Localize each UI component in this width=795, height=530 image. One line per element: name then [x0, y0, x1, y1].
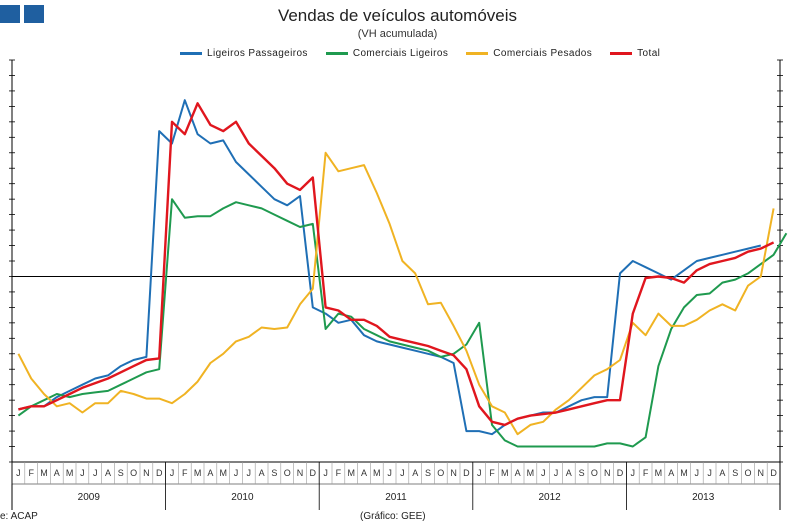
month-label: A: [719, 468, 725, 478]
series-line-2: [17, 198, 788, 448]
month-label: D: [770, 468, 777, 478]
month-label: M: [655, 468, 663, 478]
month-label: S: [732, 468, 738, 478]
month-label: A: [668, 468, 674, 478]
month-label: O: [284, 468, 291, 478]
month-label: D: [156, 468, 163, 478]
year-label: 2009: [78, 492, 101, 503]
month-label: J: [554, 468, 559, 478]
legend-swatch: [180, 51, 202, 55]
month-label: A: [361, 468, 367, 478]
series-line-1: [18, 99, 762, 436]
month-label: A: [566, 468, 572, 478]
month-label: M: [527, 468, 535, 478]
month-label: J: [170, 468, 175, 478]
month-label: N: [297, 468, 304, 478]
month-label: F: [28, 468, 34, 478]
month-label: F: [489, 468, 495, 478]
month-label: J: [695, 468, 700, 478]
legend-item: Ligeiros Passageiros: [180, 46, 308, 60]
month-label: F: [643, 468, 649, 478]
month-label: J: [541, 468, 546, 478]
month-label: J: [400, 468, 405, 478]
month-label: J: [477, 468, 482, 478]
month-label: S: [118, 468, 124, 478]
month-label: J: [80, 468, 85, 478]
month-label: M: [219, 468, 227, 478]
month-label: N: [143, 468, 150, 478]
legend-label: Comerciais Ligeiros: [352, 47, 449, 59]
month-label: M: [194, 468, 202, 478]
month-label: A: [54, 468, 60, 478]
month-label: O: [744, 468, 751, 478]
chart-credit: (Gráfico: GEE): [360, 511, 426, 522]
month-label: A: [515, 468, 521, 478]
month-label: J: [247, 468, 252, 478]
month-label: M: [373, 468, 381, 478]
month-label: J: [16, 468, 21, 478]
chart-subtitle: (VH acumulada): [357, 28, 438, 40]
month-label: M: [66, 468, 74, 478]
month-label: A: [207, 468, 213, 478]
month-label: D: [617, 468, 624, 478]
month-label: J: [93, 468, 98, 478]
month-label: O: [437, 468, 444, 478]
year-label: 2011: [385, 492, 407, 503]
series-line-3: [17, 151, 775, 436]
month-label: J: [631, 468, 636, 478]
legend-item: Comerciais Ligeiros: [325, 46, 449, 60]
year-label: 2013: [692, 492, 715, 503]
series-line-4: [18, 102, 775, 427]
month-label: J: [323, 468, 328, 478]
month-label: M: [40, 468, 48, 478]
legend-label: Ligeiros Passageiros: [207, 47, 308, 59]
month-label: S: [271, 468, 277, 478]
month-label: S: [579, 468, 585, 478]
legend-item: Comerciais Pesados: [466, 46, 592, 60]
logo-block-left: [0, 5, 20, 23]
legend-swatch: [325, 51, 348, 55]
legend-swatch: [466, 51, 489, 55]
logo-block-right: [24, 5, 44, 23]
month-label: F: [182, 468, 188, 478]
month-label: J: [707, 468, 712, 478]
source-note: e: ACAP: [0, 511, 38, 522]
chart-legend: Ligeiros Passageiros Comerciais Ligeiros C…: [180, 46, 660, 60]
month-label: M: [501, 468, 509, 478]
month-label: A: [105, 468, 111, 478]
year-label: 2012: [538, 492, 561, 503]
month-label: N: [758, 468, 765, 478]
legend-swatch: [610, 51, 633, 55]
month-label: N: [450, 468, 457, 478]
month-label: D: [310, 468, 317, 478]
month-label: A: [259, 468, 265, 478]
month-label: J: [387, 468, 392, 478]
month-label: O: [591, 468, 598, 478]
chart-title: Vendas de veículos automóveis: [277, 6, 518, 25]
month-label: O: [130, 468, 137, 478]
month-label: N: [604, 468, 611, 478]
legend-label: Comerciais Pesados: [493, 47, 593, 59]
legend-label: Total: [637, 47, 661, 59]
month-label: J: [234, 468, 239, 478]
month-label: F: [336, 468, 342, 478]
month-label: M: [680, 468, 688, 478]
legend-item: Total: [610, 46, 660, 60]
month-label: A: [412, 468, 418, 478]
month-label: D: [463, 468, 470, 478]
month-label: S: [425, 468, 431, 478]
year-label: 2010: [231, 492, 254, 503]
month-label: M: [347, 468, 355, 478]
